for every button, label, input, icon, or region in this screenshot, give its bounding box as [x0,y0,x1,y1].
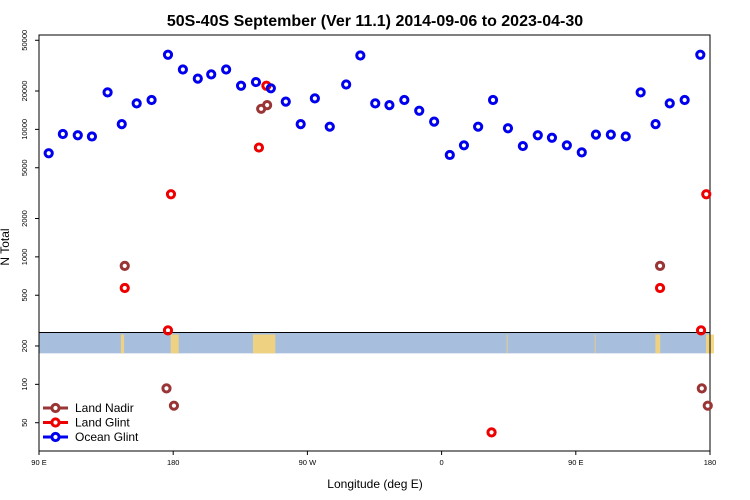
y-tick-label: 200 [20,340,29,353]
ocean-glint-point [590,129,602,140]
ocean-glint-point [635,87,646,98]
x-tick-label: 180 [704,458,717,467]
land-nadir-point [119,260,130,271]
x-tick-label: 90 E [31,458,46,467]
ocean-glint-point [370,98,381,109]
y-tick-label: 5000 [20,159,29,176]
legend-marker-land-nadir [50,402,61,414]
map-land-patch [252,334,276,354]
ocean-glint-point [72,130,83,141]
legend-label-land-glint: Land Glint [75,416,130,430]
y-tick-label: 50000 [20,30,29,51]
x-tick-label: 0 [440,458,444,467]
ocean-glint-point [102,87,113,98]
ocean-glint-point [355,50,366,61]
y-tick-label: 500 [20,289,29,302]
land-glint-point [695,325,707,336]
ocean-glint-point [487,94,499,106]
land-nadir-point [702,400,713,411]
land-glint-point [165,189,177,200]
ocean-glint-point [458,140,470,151]
map-land-patch [594,334,596,354]
map-land-patch [120,334,125,354]
plot-area: 90 E 180 90 W 0 90 E 180 50 100 200 500 1000 2000 50… [20,30,716,467]
land-glint-point [486,427,497,438]
ocean-glint-point [546,132,558,143]
ocean-glint-point [679,94,690,106]
map-land-patch [506,334,509,354]
ocean-glint-point [221,64,232,75]
ocean-glint-point [605,129,616,140]
ocean-glint-point [116,119,127,130]
ocean-glint-point [177,64,188,75]
ocean-glint-point [131,98,142,109]
map-land-patch [655,334,661,354]
legend-label-land-nadir: Land Nadir [75,401,134,415]
y-tick-label: 2000 [20,210,29,227]
land-nadir-point [262,100,273,111]
ocean-glint-point [620,131,631,142]
ocean-glint-point [206,69,217,80]
legend-marker-ocean-glint [50,431,61,443]
chart-title: 50S-40S September (Ver 11.1) 2014-09-06 … [167,13,583,30]
y-tick-label: 50 [20,419,29,427]
ocean-glint-point [384,100,395,111]
plot-frame [38,34,711,452]
land-glint-point [701,189,712,200]
land-glint-point [119,282,130,294]
ocean-glint-point [341,79,352,90]
ocean-glint-point [192,73,203,84]
ocean-glint-point [280,96,291,107]
land-nadir-point [161,383,172,394]
land-nadir-point [696,383,707,394]
ocean-glint-point [43,148,54,159]
ocean-glint-point [429,116,440,127]
ocean-glint-point [502,123,514,134]
y-tick-label: 100 [20,378,29,391]
x-tick-label: 90 W [299,458,317,467]
ocean-glint-point [146,94,157,106]
ocean-glint-point [576,147,587,158]
x-tick-label: 90 E [568,458,583,467]
ocean-glint-point [444,149,455,161]
y-axis-title: N Total [0,228,12,265]
land-nadir-point [168,400,180,411]
y-tick-label: 10000 [20,119,29,140]
ocean-glint-point [414,105,425,116]
ocean-glint-point [309,93,320,104]
map-land-patch [170,334,179,354]
ocean-glint-point [650,119,661,130]
ocean-glint-point [57,128,68,140]
land-glint-point [654,282,666,294]
x-tick-label: 180 [167,458,180,467]
ocean-glint-point [265,83,276,94]
ocean-glint-point [532,130,543,141]
map-band [39,332,710,354]
land-nadir-point [654,260,666,271]
ocean-glint-point [86,131,98,142]
ocean-glint-point [235,80,247,91]
ocean-glint-point [473,121,484,132]
land-glint-point [253,142,265,153]
y-tick-label: 1000 [20,249,29,266]
legend-label-ocean-glint: Ocean Glint [75,430,139,444]
legend-marker-land-glint [50,417,61,428]
ocean-glint-point [517,140,528,152]
land-glint-point [162,325,174,336]
ocean-glint-point [399,94,410,106]
ocean-glint-point [695,49,706,60]
ocean-glint-point [324,121,335,132]
x-axis-title: Longitude (deg E) [327,477,422,491]
ocean-glint-point [561,140,572,151]
ocean-glint-point [162,49,174,60]
y-tick-label: 20000 [20,81,29,102]
ocean-glint-point [295,119,306,130]
ocean-glint-point [664,98,675,109]
ocean-glint-point [250,76,262,88]
